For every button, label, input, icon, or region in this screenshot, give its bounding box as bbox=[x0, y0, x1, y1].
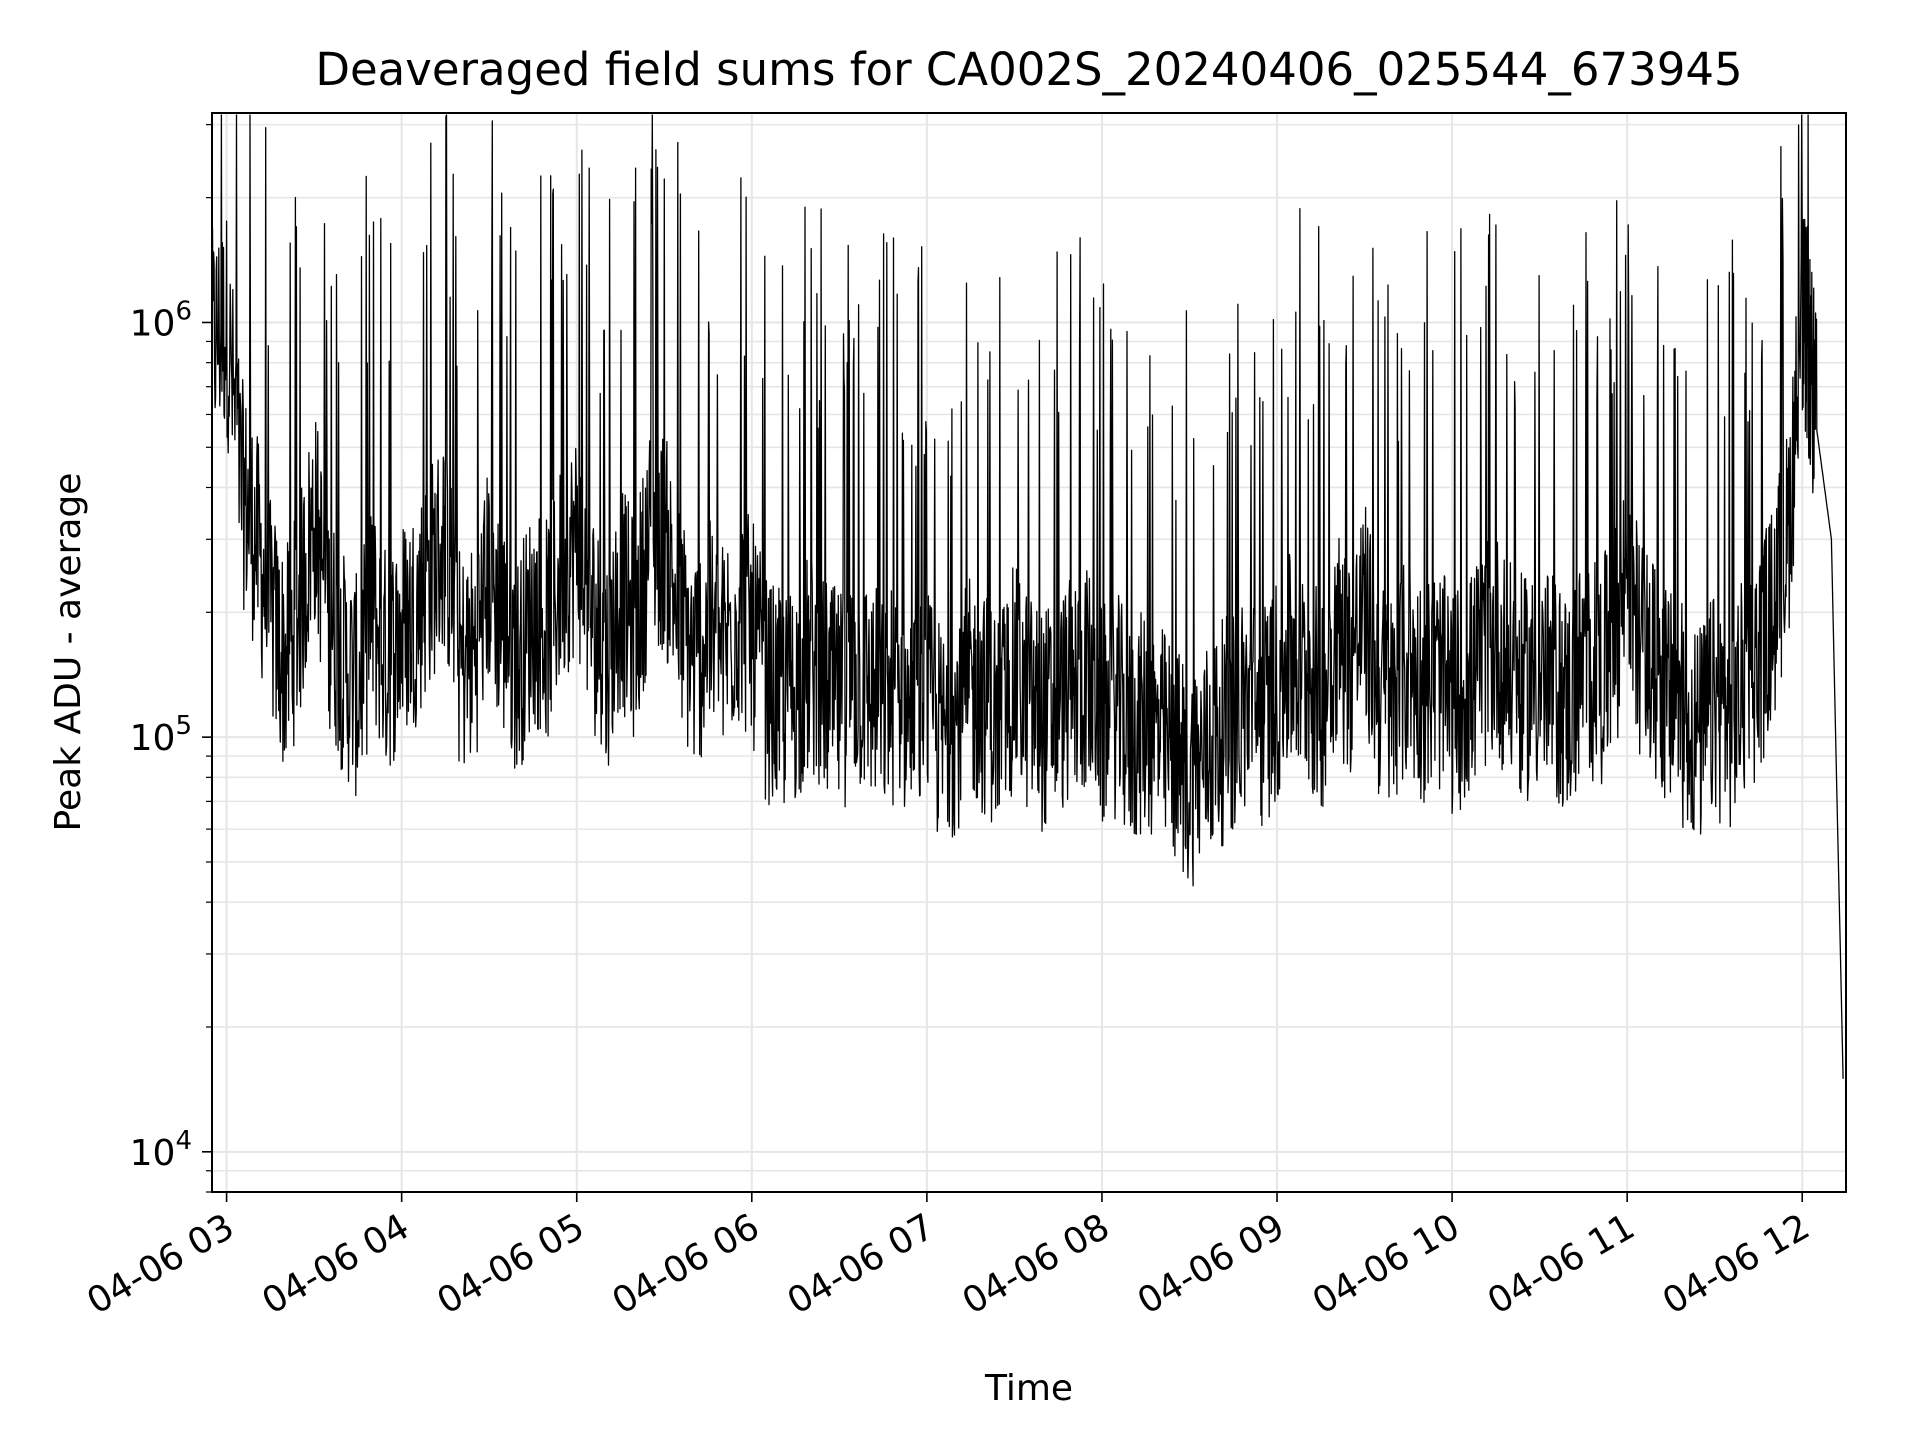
x-axis-label: Time bbox=[984, 1368, 1073, 1409]
y-axis-label: Peak ADU - average bbox=[48, 473, 89, 832]
y-tick-label: 106 bbox=[130, 296, 192, 344]
y-axis: 104 105 106 bbox=[130, 124, 212, 1193]
series-line bbox=[211, 114, 1844, 1079]
y-tick-label: 104 bbox=[130, 1126, 192, 1174]
y-tick-label: 105 bbox=[130, 711, 192, 759]
chart-title: Deaveraged field sums for CA002S_2024040… bbox=[315, 43, 1742, 96]
axes-frame bbox=[211, 112, 1847, 1193]
plot-area bbox=[211, 114, 1844, 1079]
